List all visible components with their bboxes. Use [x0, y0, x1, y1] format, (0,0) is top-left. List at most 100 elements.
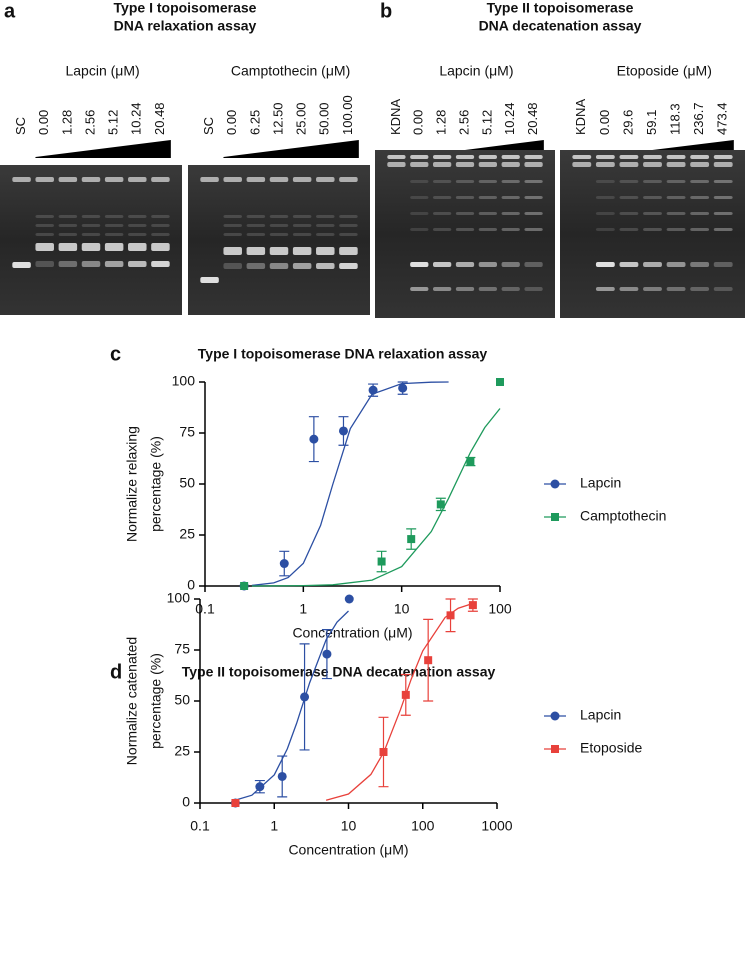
gel-band — [316, 177, 335, 182]
lane-label: 5.12 — [106, 110, 121, 135]
gel-band — [410, 180, 429, 183]
gel-band — [666, 162, 686, 167]
gel-band — [387, 155, 406, 159]
gel-band — [58, 261, 78, 267]
group-label: Lapcin (μM) — [65, 63, 139, 79]
gel-band — [433, 155, 452, 159]
gel-band — [104, 243, 124, 251]
gel-band — [316, 247, 335, 255]
panel-label: c — [110, 343, 121, 365]
panel-label: b — [380, 0, 392, 22]
gel-band — [690, 212, 710, 215]
gel-band — [200, 177, 219, 182]
gel-band — [433, 228, 452, 231]
y-axis-label: percentage (%) — [148, 653, 164, 749]
point — [446, 611, 455, 620]
gel-band — [595, 180, 615, 183]
gel-band — [35, 233, 54, 236]
point — [322, 649, 332, 659]
point — [231, 799, 240, 807]
gel-band — [619, 262, 639, 267]
gel-band — [35, 224, 54, 227]
gel-band — [339, 263, 358, 269]
gel-band — [151, 261, 170, 267]
gel-band — [666, 262, 686, 267]
gel-band — [478, 287, 497, 291]
gel-band — [713, 228, 733, 231]
gel-band — [524, 212, 543, 215]
gel-band — [104, 177, 124, 182]
gel-band — [433, 212, 452, 215]
gel-band — [200, 277, 219, 283]
gel-band — [223, 233, 242, 236]
gel-band — [619, 212, 639, 215]
gel-band — [81, 233, 101, 236]
gel-band — [619, 180, 639, 183]
gel-band — [269, 247, 289, 255]
gel-band — [433, 262, 452, 267]
x-tick-label: 1000 — [481, 818, 512, 834]
gel-band — [690, 262, 710, 267]
point — [401, 690, 410, 699]
gel-band — [643, 212, 662, 215]
gel-band — [410, 212, 429, 215]
gel-band — [501, 228, 520, 231]
gel-band — [619, 228, 639, 231]
gel-band — [246, 233, 266, 236]
y-tick-label: 75 — [179, 424, 195, 440]
gel-band — [292, 233, 312, 236]
chart-title: Type I topoisomerase DNA relaxation assa… — [198, 346, 488, 362]
gel-band — [104, 233, 124, 236]
gel-band — [690, 196, 710, 199]
gel-band — [223, 247, 242, 255]
gel-band — [433, 162, 452, 167]
gel-band — [501, 196, 520, 199]
gel-band — [666, 287, 686, 291]
gel-band — [643, 162, 662, 167]
legend-marker — [550, 479, 560, 489]
gel-band — [690, 228, 710, 231]
point — [255, 782, 265, 792]
gel-band — [433, 180, 452, 183]
gel-band — [128, 215, 147, 218]
group-label: Etoposide (μM) — [617, 63, 712, 79]
chart-title: Type II topoisomerase DNA decatenation a… — [182, 664, 496, 680]
gel-band — [713, 155, 733, 159]
y-tick-label: 0 — [187, 577, 195, 593]
gel-band — [501, 287, 520, 291]
gel-band — [595, 212, 615, 215]
gel-band — [35, 261, 54, 267]
lane-label: 6.25 — [247, 110, 262, 135]
lane-label: 10.24 — [502, 102, 517, 135]
gel-band — [455, 196, 475, 199]
wedge — [223, 140, 359, 158]
legend-label: Lapcin — [580, 475, 621, 491]
gel-band — [410, 155, 429, 159]
legend-label: Etoposide — [580, 740, 642, 756]
gel-band — [643, 180, 662, 183]
gel-band — [269, 233, 289, 236]
gel-band — [619, 196, 639, 199]
gel-band — [223, 224, 242, 227]
gel-band — [410, 262, 429, 267]
gel-band — [128, 243, 147, 251]
point — [407, 535, 416, 544]
gel-band — [151, 224, 170, 227]
gel-band — [387, 162, 406, 167]
gel-band — [501, 155, 520, 159]
gel-band — [128, 261, 147, 267]
fit-curve — [251, 381, 449, 587]
y-tick-label: 0 — [182, 794, 190, 810]
x-tick-label: 1 — [270, 818, 278, 834]
gel-band — [246, 247, 266, 255]
gel-band — [410, 196, 429, 199]
gel-band — [104, 215, 124, 218]
gel-band — [410, 287, 429, 291]
gel-band — [223, 215, 242, 218]
lane-label: 1.28 — [59, 110, 74, 135]
lane-label: 20.48 — [152, 102, 167, 135]
gel-band — [269, 215, 289, 218]
gel-band — [246, 263, 266, 269]
lane-label: 5.12 — [479, 110, 494, 135]
y-tick-label: 25 — [179, 526, 195, 542]
